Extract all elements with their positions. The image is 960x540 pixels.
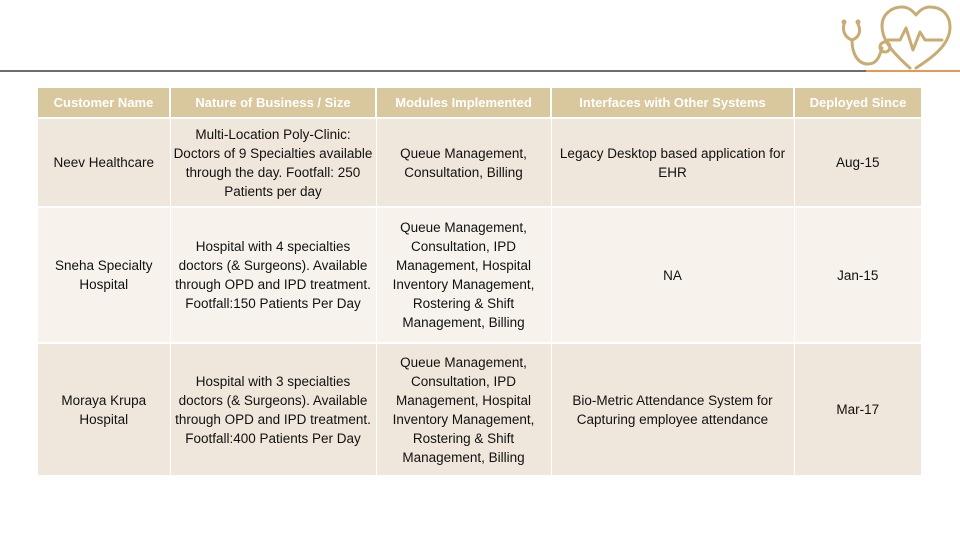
deployed-since-cell: Jan-15 <box>794 207 921 344</box>
modules-cell: Queue Management, Consultation, Billing <box>376 118 552 208</box>
nature-of-business-cell: Hospital with 4 specialties doctors (& S… <box>170 207 377 344</box>
customer-name-cell: Neev Healthcare <box>38 118 171 208</box>
deployed-since-cell: Mar-17 <box>794 343 921 477</box>
customer-name-cell: Sneha Specialty Hospital <box>38 207 171 344</box>
column-header-interfaces: Interfaces with Other Systems <box>551 88 795 119</box>
table-header-row: Customer Name Nature of Business / Size … <box>38 88 921 119</box>
customer-name-cell: Moraya Krupa Hospital <box>38 343 171 477</box>
interfaces-cell: NA <box>551 207 795 344</box>
deployed-since-cell: Aug-15 <box>794 118 921 208</box>
table-row: Moraya Krupa Hospital Hospital with 3 sp… <box>38 343 921 477</box>
header-divider-accent <box>866 70 960 72</box>
table-row: Neev Healthcare Multi-Location Poly-Clin… <box>38 118 921 208</box>
interfaces-cell: Bio-Metric Attendance System for Capturi… <box>551 343 795 477</box>
interfaces-cell: Legacy Desktop based application for EHR <box>551 118 795 208</box>
modules-cell: Queue Management, Consultation, IPD Mana… <box>376 343 552 477</box>
modules-cell: Queue Management, Consultation, IPD Mana… <box>376 207 552 344</box>
column-header-modules-implemented: Modules Implemented <box>376 88 552 119</box>
nature-of-business-cell: Multi-Location Poly-Clinic: Doctors of 9… <box>170 118 377 208</box>
header-divider <box>0 70 866 72</box>
nature-of-business-cell: Hospital with 3 specialties doctors (& S… <box>170 343 377 477</box>
customer-deployments-table: Customer Name Nature of Business / Size … <box>38 88 921 477</box>
column-header-deployed-since: Deployed Since <box>794 88 921 119</box>
stethoscope-heart-icon <box>841 5 952 70</box>
column-header-nature-of-business: Nature of Business / Size <box>170 88 377 119</box>
table-row: Sneha Specialty Hospital Hospital with 4… <box>38 207 921 344</box>
column-header-customer-name: Customer Name <box>38 88 171 119</box>
